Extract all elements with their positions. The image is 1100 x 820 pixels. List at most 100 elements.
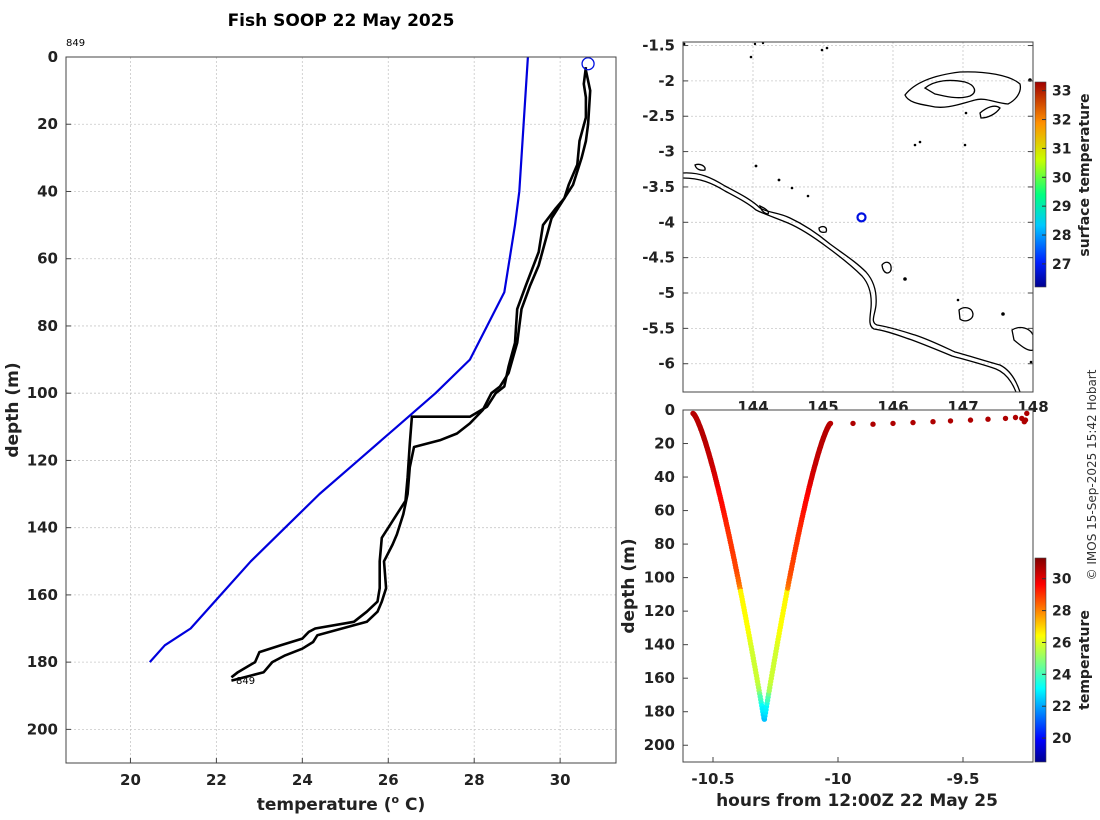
- profile-y-tick-label: 40: [37, 182, 58, 200]
- coastline-main-inner: [683, 177, 1017, 392]
- timeseries-x-label: hours from 12:00Z 22 May 25: [716, 791, 998, 811]
- timeseries-colorbar-tick-label: 26: [1052, 635, 1071, 651]
- island-small-f: [759, 204, 770, 215]
- map-y-tick-label: -4: [658, 213, 675, 231]
- profile-y-tick-label: 120: [27, 451, 58, 469]
- profile-series: [148, 56, 595, 682]
- timeseries-colorbar-label: temperature: [1077, 610, 1093, 710]
- profile-id-bottom: 849: [236, 676, 255, 687]
- surface-point: [1024, 410, 1030, 417]
- profile-ticks: 20 22 24 26 28 30 0 20 40 60 80 100 120 140 160 180 200: [27, 48, 571, 789]
- profile-x-tick-label: 30: [550, 771, 571, 789]
- profile-panel: Fish SOOP 22 May 2025 20 22 24 26 28 30 0 20 40 6…: [3, 11, 617, 815]
- profile-x-tick-label: 22: [206, 771, 227, 789]
- vessel-position-marker: [856, 212, 867, 223]
- surface-point: [870, 421, 876, 427]
- map-colorbar-tick-label: 33: [1052, 84, 1071, 100]
- profile-y-tick-label: 20: [37, 115, 58, 133]
- map-colorbar-tick-label: 29: [1052, 199, 1071, 215]
- profile-grid: [66, 56, 616, 763]
- profile-frame: [65, 56, 617, 764]
- timeseries-colorbar-tick-label: 30: [1052, 572, 1072, 588]
- map-y-tick-label: -3: [658, 143, 675, 161]
- island-southeast: [1011, 326, 1033, 351]
- profile-x-tick-label: 20: [120, 771, 141, 789]
- profile-y-tick-label: 60: [37, 250, 58, 268]
- profile-y-tick-label: 80: [37, 317, 58, 335]
- surface-point: [930, 419, 936, 425]
- timeseries-frame: [682, 409, 1034, 763]
- timeseries-panel: -10.5 -10 -9.5020406080100120140160180200 …: [619, 401, 1093, 811]
- coastline: [683, 71, 1033, 392]
- timeseries-y-tick-label: 180: [644, 703, 675, 721]
- profile-y-tick-label: 200: [27, 720, 58, 738]
- map-y-tick-label: -5.5: [642, 319, 675, 337]
- profile-series-line-1: [230, 66, 588, 679]
- timeseries-y-label: depth (m): [619, 538, 639, 633]
- surface-point: [967, 417, 974, 423]
- island-small-b: [881, 261, 892, 274]
- timeseries-y-tick-label: 140: [644, 636, 675, 654]
- surface-point: [850, 420, 856, 427]
- map-y-tick-label: -6: [658, 355, 675, 373]
- profile-y-tick-label: 0: [48, 48, 58, 66]
- map-y-tick-label: -2.5: [642, 107, 675, 125]
- island-small-d: [979, 105, 1001, 119]
- surface-point: [947, 418, 954, 424]
- timeseries-x-tick-label: -9.5: [947, 770, 980, 788]
- map-y-tick-label: -5: [658, 284, 675, 302]
- timeseries-y-tick-label: 160: [644, 669, 675, 687]
- timeseries-y-tick-label: 120: [644, 602, 675, 620]
- surface-point: [1022, 417, 1029, 423]
- profile-current-marker: [581, 57, 595, 71]
- timeseries-colorbar-tick-label: 20: [1052, 731, 1072, 747]
- timeseries-x-tick-label: -10: [824, 770, 851, 788]
- timeseries-colorbar-ticks: 20 22 24 26 28 30: [1042, 572, 1072, 747]
- map-colorbar-tick-label: 32: [1052, 113, 1071, 129]
- timeseries-colorbar-tick-label: 28: [1052, 604, 1071, 620]
- timeseries-points: [690, 410, 1030, 722]
- profile-id-top: 849: [66, 38, 85, 49]
- profile-x-tick-label: 24: [292, 771, 313, 789]
- surface-point: [890, 420, 896, 427]
- cast-point: [827, 420, 834, 427]
- timeseries-colorbar: [1034, 557, 1047, 763]
- island-east-inner: [923, 79, 976, 99]
- timeseries-y-tick-label: 0: [665, 401, 675, 419]
- island-small-a: [958, 307, 974, 322]
- map-y-tick-label: -2: [658, 72, 675, 90]
- profile-series-line-2: [231, 70, 592, 682]
- map-ticks: 144 145 146 147 148-1.5-2-2.5-3-3.5-4-4.5-5-…: [642, 37, 1048, 416]
- map-colorbar-label: surface temperature: [1077, 93, 1093, 256]
- timeseries-background: [683, 410, 1033, 762]
- timeseries-y-tick-label: 80: [654, 535, 675, 553]
- profile-x-label: temperature (o C): [257, 793, 426, 815]
- surface-point: [985, 416, 991, 422]
- map-frame: [682, 41, 1034, 393]
- chart-title: Fish SOOP 22 May 2025: [228, 11, 455, 31]
- map-y-tick-label: -3.5: [642, 178, 675, 196]
- profile-y-tick-label: 160: [27, 586, 58, 604]
- map-colorbar-tick-label: 28: [1052, 228, 1071, 244]
- timeseries-y-tick-label: 20: [654, 435, 675, 453]
- profile-x-tick-label: 26: [378, 771, 399, 789]
- profile-y-tick-label: 180: [27, 653, 58, 671]
- map-colorbar: [1034, 81, 1047, 288]
- timeseries-y-tick-label: 200: [644, 736, 675, 754]
- map-colorbar-tick-label: 27: [1052, 257, 1071, 273]
- map-y-tick-label: -4.5: [642, 249, 675, 267]
- timeseries-colorbar-tick-label: 22: [1052, 699, 1071, 715]
- profile-series-line-0: [148, 56, 529, 663]
- profile-x-tick-label: 28: [464, 771, 485, 789]
- map-colorbar-ticks: 27 28 29 30 31 32 33: [1042, 84, 1072, 273]
- timeseries-x-tick-label: -10.5: [691, 770, 734, 788]
- map-panel: 144 145 146 147 148-1.5-2-2.5-3-3.5-4-4.5-5-…: [642, 37, 1093, 416]
- timeseries-y-tick-label: 60: [654, 502, 675, 520]
- island-small-c: [694, 163, 706, 171]
- map-colorbar-tick-label: 31: [1052, 141, 1071, 157]
- profile-y-tick-label: 140: [27, 519, 58, 537]
- profile-y-label: depth (m): [3, 362, 23, 457]
- coastline-main-outer: [683, 172, 1021, 392]
- timeseries-y-tick-label: 100: [644, 569, 675, 587]
